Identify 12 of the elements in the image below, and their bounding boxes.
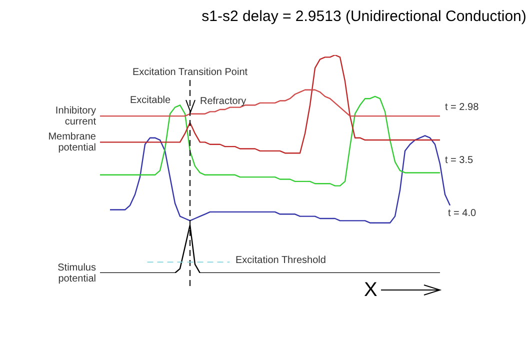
ref-line-label: Excitation Threshold [236,254,326,266]
x-axis-title: X [364,279,378,302]
series-label: Stimulus potential [58,262,96,284]
annotation: t = 2.98 [445,102,480,113]
annotation: t = 4.0 [448,208,477,219]
series-label: Inhibitory current [55,105,96,128]
annotation: Refractory [200,96,246,107]
annotation: t = 3.5 [445,154,474,166]
chart-title: s1-s2 delay = 2.9513 (Unidirectional Conduction) [200,8,528,25]
annotation: Excitable [130,94,172,106]
annotation: Excitation Transition Point [132,66,248,78]
series-label: Membrane potential [48,131,96,154]
